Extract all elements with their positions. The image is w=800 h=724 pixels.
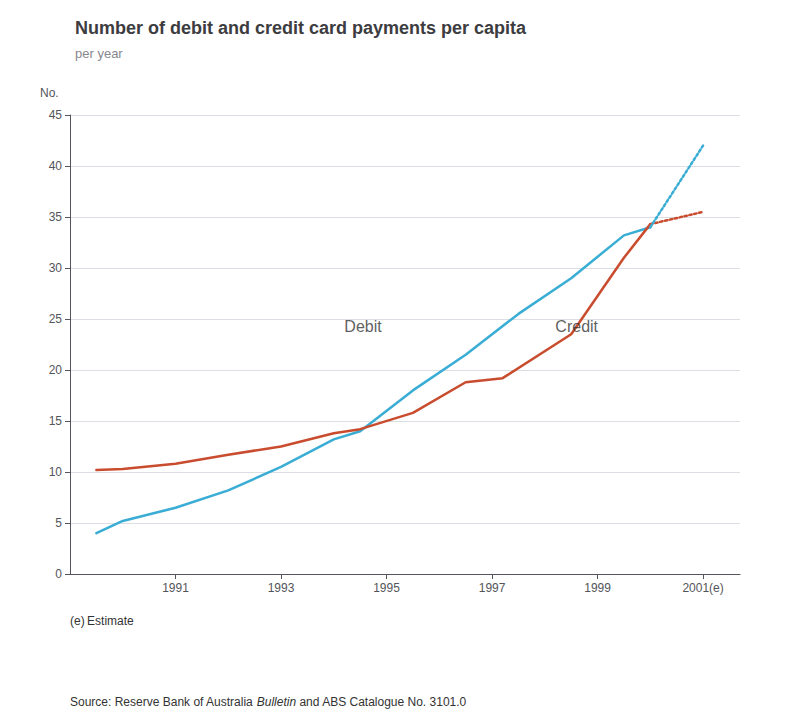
- svg-text:1991: 1991: [162, 581, 189, 595]
- svg-text:Bulletin: Bulletin: [257, 695, 297, 709]
- svg-text:No.: No.: [40, 86, 59, 100]
- svg-text:20: 20: [49, 363, 63, 377]
- svg-text:1999: 1999: [584, 581, 611, 595]
- svg-text:Source: Reserve Bank of Austra: Source: Reserve Bank of Australia: [70, 695, 256, 709]
- svg-text:Credit: Credit: [555, 318, 598, 335]
- svg-text:and ABS Catalogue No. 3101.0: and ABS Catalogue No. 3101.0: [296, 695, 466, 709]
- svg-text:30: 30: [49, 261, 63, 275]
- svg-text:2001(e): 2001(e): [682, 581, 723, 595]
- svg-text:45: 45: [49, 108, 63, 122]
- svg-text:1997: 1997: [479, 581, 506, 595]
- svg-text:5: 5: [55, 516, 62, 530]
- svg-text:10: 10: [49, 465, 63, 479]
- svg-text:1993: 1993: [268, 581, 295, 595]
- svg-text:15: 15: [49, 414, 63, 428]
- svg-text:1995: 1995: [373, 581, 400, 595]
- svg-text:Number of debit and credit car: Number of debit and credit card payments…: [75, 18, 527, 38]
- svg-text:35: 35: [49, 210, 63, 224]
- svg-text:40: 40: [49, 159, 63, 173]
- svg-text:0: 0: [55, 567, 62, 581]
- svg-text:25: 25: [49, 312, 63, 326]
- svg-text:(e) Estimate: (e) Estimate: [70, 614, 134, 628]
- svg-text:Debit: Debit: [344, 318, 382, 335]
- svg-text:per year: per year: [75, 46, 123, 61]
